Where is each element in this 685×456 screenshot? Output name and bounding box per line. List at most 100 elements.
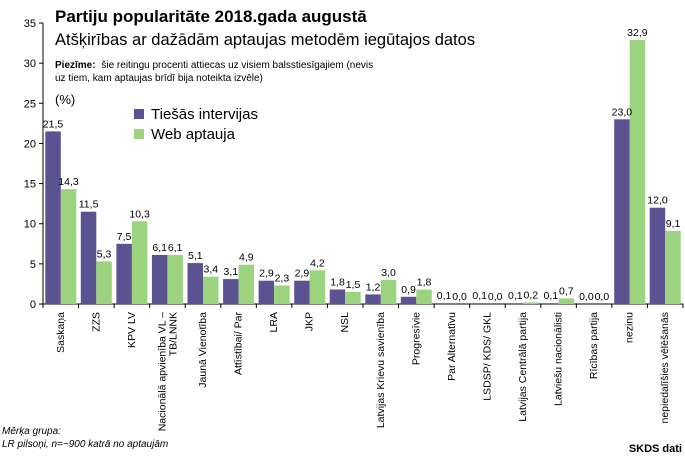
bar-series-1	[614, 119, 630, 304]
y-axis-unit-label: (%)	[55, 92, 75, 107]
data-label-series-2: 5,3	[97, 248, 112, 260]
chart-note: Piezīme: šie reitingu procenti attiecas …	[55, 60, 373, 71]
y-tick-label: 0	[30, 299, 36, 311]
y-tick-label: 15	[24, 179, 36, 191]
data-label-series-2: 0,7	[559, 285, 574, 297]
source-label: SKDS dati	[629, 443, 682, 455]
data-label-series-1: 23,0	[612, 106, 633, 118]
category-label: NSL	[339, 312, 351, 333]
category-label: Nacionālā apvienība VL –TB/LNNK	[156, 312, 179, 431]
data-label-series-1: 0,1	[508, 290, 523, 302]
data-label-series-2: 0,2	[523, 289, 538, 301]
chart-title: Partiju popularitāte 2018.gada augustā	[55, 7, 367, 26]
legend: Tiešās intervijas Web aptauja	[134, 106, 258, 143]
data-label-series-1: 2,9	[259, 268, 274, 280]
category-label: Latviešu nacionālisti	[553, 312, 565, 406]
footnote-target-group: Mērķa grupa:	[2, 426, 61, 437]
category-label: Par Alternatīvu	[446, 312, 458, 381]
bar-series-2	[629, 39, 646, 305]
data-label-series-2: 32,9	[627, 27, 648, 39]
bar-series-2	[60, 189, 77, 304]
data-label-series-2: 10,3	[129, 208, 150, 220]
data-label-series-2: 0,0	[595, 291, 610, 303]
data-label-series-2: 1,8	[417, 277, 432, 289]
data-label-series-2: 14,3	[58, 176, 79, 188]
bar-series-1	[258, 280, 275, 304]
bar-series-1	[116, 243, 132, 304]
data-label-series-1: 0,9	[401, 284, 416, 296]
data-label-series-1: 0,1	[437, 290, 452, 302]
data-label-series-1: 11,5	[79, 199, 99, 211]
category-label: KPV LV	[126, 312, 138, 348]
category-labels-layer: Saskaņa ZZS KPV LV Nacionālā apvienība VL –…	[55, 312, 671, 432]
legend-swatch-series-1	[134, 109, 144, 119]
bar-series-2	[345, 292, 361, 304]
data-label-series-2: 0,0	[488, 291, 503, 303]
data-label-series-1: 1,2	[366, 281, 381, 293]
y-tick-label: 10	[24, 219, 36, 231]
category-label: Latvijas Centrālā partija	[517, 312, 529, 422]
data-label-series-1: 5,1	[188, 250, 203, 262]
data-label-series-2: 0,0	[452, 291, 467, 303]
legend-label-series-1: Tiešās intervijas	[151, 106, 258, 123]
data-label-series-1: 2,9	[295, 268, 310, 280]
category-label-line-1: Nacionālā apvienība VL –	[156, 312, 168, 431]
y-tick-label: 20	[24, 138, 36, 150]
bars-layer	[45, 39, 681, 305]
data-label-series-1: 3,1	[223, 266, 238, 278]
legend-swatch-series-2	[134, 129, 144, 139]
category-label: Latvijas Krievu savienība	[375, 312, 387, 428]
bar-series-2	[523, 302, 539, 304]
bar-series-2	[131, 221, 148, 304]
bar-series-2	[558, 298, 575, 304]
note-label: Piezīme:	[55, 60, 96, 71]
y-tick-label: 30	[24, 58, 36, 70]
bar-series-2	[96, 261, 112, 304]
data-label-series-2: 3,0	[381, 267, 396, 279]
bar-series-2	[665, 230, 681, 304]
labels-layer: 21,5 14,311,5 5,3 7,5 10,3 6,1 6,1 5,13,4 3,14,9…	[43, 27, 681, 303]
note-line-2: uz tiem, kam aptaujas brīdī bija noteikt…	[55, 73, 263, 84]
data-label-series-1: 21,5	[43, 118, 64, 130]
category-label: Jaunā Vienotība	[197, 312, 209, 388]
data-label-series-1: 1,8	[330, 277, 345, 289]
category-label: Progresīvie	[410, 312, 422, 365]
category-label: LSDSP/ KDS/ GKL	[481, 312, 493, 401]
chart-subtitle: Atšķirības ar dažādām aptaujas metodēm i…	[55, 31, 475, 49]
note-line-1: šie reitingu procenti attiecas uz visiem…	[101, 60, 373, 71]
axis-layer: 0 5 10 15 20 25 30 35	[24, 18, 684, 311]
data-label-series-2: 4,9	[239, 252, 254, 264]
data-label-series-1: 0,1	[543, 290, 558, 302]
bar-series-1	[223, 279, 239, 304]
bar-series-1	[649, 207, 666, 304]
legend-label-series-2: Web aptauja	[151, 126, 236, 143]
data-label-series-2: 3,4	[203, 264, 218, 276]
bar-series-1	[471, 303, 488, 304]
bar-series-1	[436, 303, 452, 304]
category-label: JKP	[304, 312, 316, 331]
category-label: Rīcības partija	[588, 312, 600, 379]
y-tick-label: 5	[30, 259, 36, 271]
data-label-series-1: 7,5	[117, 231, 132, 243]
bar-series-2	[309, 270, 326, 304]
bar-series-2	[274, 285, 290, 304]
data-label-series-1: 6,1	[152, 242, 167, 254]
data-label-series-1: 0,0	[579, 291, 594, 303]
bar-series-1	[400, 296, 417, 304]
category-label: ZZS	[90, 312, 102, 332]
category-label-line-2: TB/LNNK	[167, 312, 179, 356]
bar-series-2	[203, 276, 219, 304]
bar-series-1	[507, 303, 523, 304]
bar-series-1	[45, 131, 61, 304]
data-label-series-1: 0,1	[472, 290, 487, 302]
data-label-series-2: 1,5	[346, 279, 361, 291]
data-label-series-2: 2,3	[275, 273, 290, 285]
bar-series-1	[329, 289, 346, 304]
bar-series-1	[187, 263, 203, 304]
data-label-series-2: 6,1	[168, 242, 183, 254]
bar-series-1	[80, 211, 97, 304]
data-label-series-2: 4,2	[310, 257, 325, 269]
bar-series-2	[416, 289, 432, 304]
category-label: nezinu	[624, 312, 636, 343]
bar-series-2	[238, 264, 255, 304]
